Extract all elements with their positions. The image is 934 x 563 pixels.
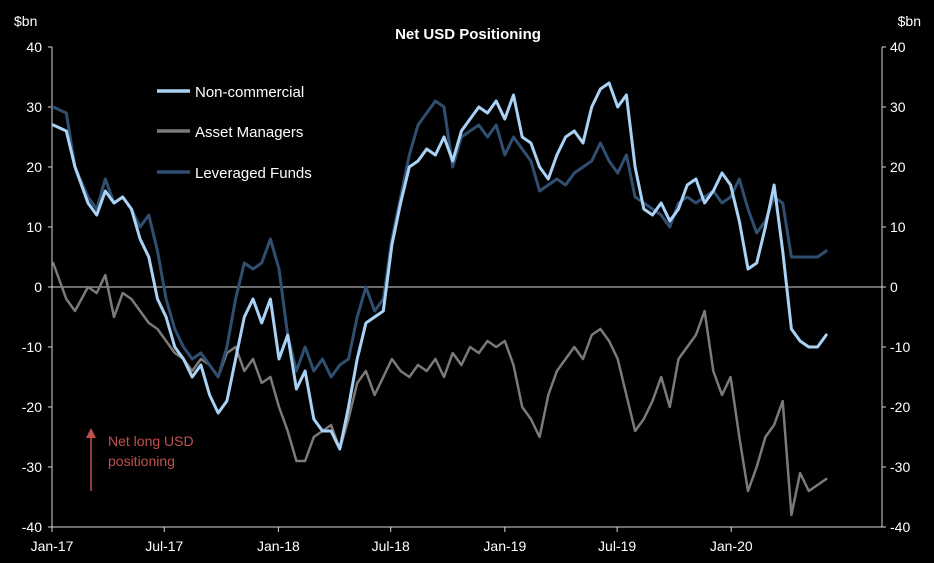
series-line-asset-managers: [51, 261, 828, 517]
legend-label-non-commercial: Non-commercial: [195, 84, 304, 101]
axes-group: 40 40 30 30 20 20 10 10 0 0 -10 -10 -20 -20 -30 -30 -40 -…: [22, 39, 911, 554]
series-line-leveraged-funds: [51, 99, 828, 379]
x-tick-label: Jan-20: [710, 538, 753, 554]
series-line-non-commercial: [51, 81, 828, 451]
x-tick-label: Jul-17: [145, 538, 183, 554]
left-tick-label: -40: [22, 519, 42, 535]
left-tick-label: 20: [26, 159, 42, 175]
left-tick-label: -10: [22, 339, 42, 355]
annotation-line-1: Net long USD: [108, 433, 194, 449]
right-tick-label: 10: [890, 219, 906, 235]
x-tick-label: Jul-18: [372, 538, 410, 554]
left-tick-label: 30: [26, 99, 42, 115]
left-tick-label: -30: [22, 459, 42, 475]
right-tick-label: 0: [890, 279, 898, 295]
left-tick-label: -20: [22, 399, 42, 415]
right-tick-label: -20: [890, 399, 910, 415]
legend: Non-commercial Asset Managers Leveraged …: [157, 84, 312, 182]
right-tick-label: 40: [890, 39, 906, 55]
left-tick-label: 40: [26, 39, 42, 55]
net-long-annotation: Net long USD positioning: [86, 428, 194, 491]
legend-label-asset-managers: Asset Managers: [195, 124, 303, 141]
right-tick-label: 30: [890, 99, 906, 115]
x-tick-label: Jul-19: [598, 538, 636, 554]
x-tick-label: Jan-19: [483, 538, 526, 554]
right-axis-unit: $bn: [898, 13, 921, 29]
right-tick-label: 20: [890, 159, 906, 175]
x-tick-label: Jan-18: [257, 538, 300, 554]
series-group: [51, 81, 828, 517]
left-axis-unit: $bn: [14, 13, 37, 29]
left-tick-label: 10: [26, 219, 42, 235]
right-tick-label: -30: [890, 459, 910, 475]
annotation-line-2: positioning: [108, 453, 175, 469]
chart-title: Net USD Positioning: [395, 26, 541, 43]
right-tick-label: -40: [890, 519, 910, 535]
legend-label-leveraged-funds: Leveraged Funds: [195, 165, 312, 182]
left-tick-label: 0: [34, 279, 42, 295]
x-tick-label: Jan-17: [31, 538, 74, 554]
annotation-arrow-head: [86, 428, 96, 438]
right-tick-label: -10: [890, 339, 910, 355]
